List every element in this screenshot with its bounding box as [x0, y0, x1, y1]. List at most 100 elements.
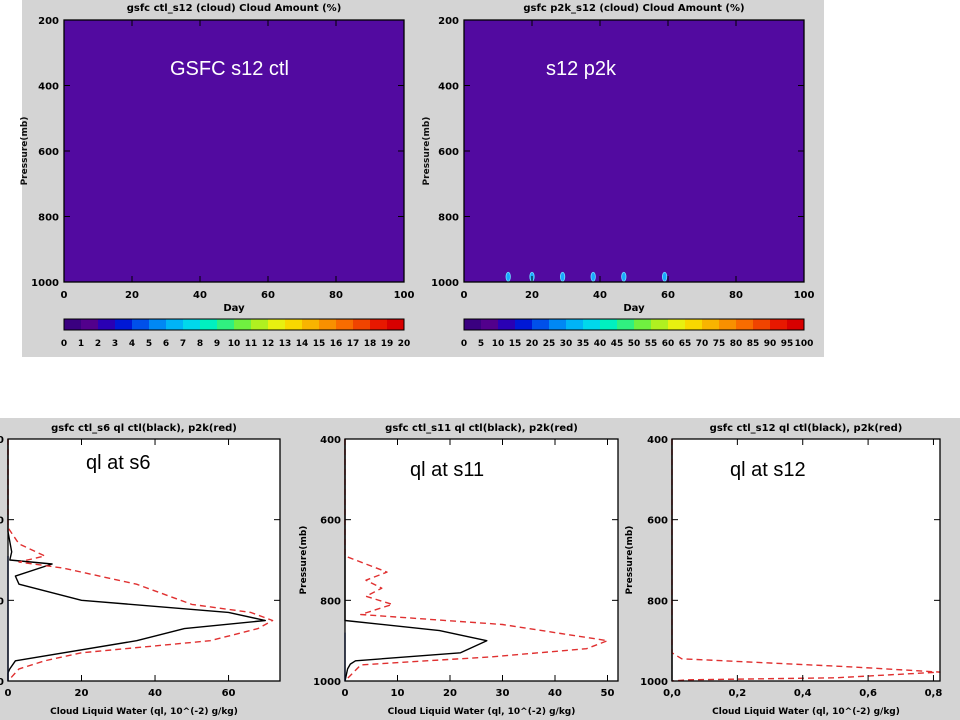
x-axis-label: Day: [223, 303, 245, 314]
x-tick-label: 0: [342, 688, 349, 699]
y-tick-label: 600: [320, 516, 341, 527]
y-tick-label: 800: [647, 596, 668, 607]
colorbar-label: 35: [577, 339, 590, 349]
colorbar-label: 65: [679, 339, 692, 349]
x-tick-label: 30: [496, 688, 510, 699]
colorbar-label: 75: [713, 339, 726, 349]
x-axis-label: Cloud Liquid Water (ql, 10^(-2) g/kg): [50, 707, 238, 717]
series-line-ctl: [7, 439, 266, 681]
colorbar-label: 10: [228, 339, 241, 349]
colorbar-swatch: [787, 319, 805, 330]
x-tick-label: 0,2: [729, 688, 747, 699]
colorbar-swatch: [166, 319, 184, 330]
overlay-label-top-left: GSFC s12 ctl: [170, 58, 289, 80]
heatmap-cell: [621, 271, 627, 282]
colorbar-swatch: [183, 319, 201, 330]
colorbar-swatch: [702, 319, 720, 330]
x-tick-label: 10: [391, 688, 405, 699]
colorbar-swatch: [600, 319, 618, 330]
colorbar-swatch: [217, 319, 235, 330]
colorbar-label: 0: [61, 339, 67, 349]
colorbar-swatch: [234, 319, 252, 330]
x-tick-label: 40: [193, 290, 207, 301]
colorbar-swatch: [268, 319, 286, 330]
colorbar-swatch: [98, 319, 116, 330]
y-axis-label: Pressure(mb): [422, 117, 432, 186]
plot-frame: [671, 438, 941, 682]
colorbar-label: 18: [364, 339, 377, 349]
y-axis-label: Pressure(mb): [20, 117, 30, 186]
y-tick-label: 600: [438, 147, 459, 158]
y-axis-label: Pressure(mb): [625, 526, 635, 595]
colorbar-label: 70: [696, 339, 709, 349]
colorbar-swatch: [617, 319, 635, 330]
colorbar-swatch: [149, 319, 167, 330]
colorbar-label: 14: [296, 339, 309, 349]
colorbar-frame: [463, 318, 805, 331]
x-tick-label: 0,4: [794, 688, 812, 699]
x-axis-label: Cloud Liquid Water (ql, 10^(-2) g/kg): [388, 707, 576, 717]
chart-title: gsfc ctl_s12 ql ctl(black), p2k(red): [710, 423, 903, 434]
plot-frame: [7, 438, 281, 682]
colorbar-label: 4: [129, 339, 135, 349]
y-tick-label: 1000: [640, 677, 668, 688]
colorbar-label: 0: [461, 339, 467, 349]
x-tick-label: 40: [548, 688, 562, 699]
colorbar-label: 15: [313, 339, 326, 349]
heatmap-cell: [505, 271, 511, 282]
colorbar-swatch: [353, 319, 371, 330]
colorbar-swatch: [81, 319, 99, 330]
y-tick-label: 1000: [31, 278, 59, 289]
colorbar-swatch: [302, 319, 320, 330]
y-tick-label: 400: [438, 82, 459, 93]
x-tick-label: 0: [61, 290, 68, 301]
colorbar-swatch: [115, 319, 133, 330]
heatmap-field: [464, 20, 804, 282]
colorbar-swatch: [549, 319, 567, 330]
colorbar-label: 19: [381, 339, 394, 349]
x-axis-label: Cloud Liquid Water (ql, 10^(-2) g/kg): [712, 707, 900, 717]
colorbar-label: 2: [95, 339, 101, 349]
colorbar-swatch: [532, 319, 550, 330]
chart-title: gsfc ctl_s11 ql ctl(black), p2k(red): [385, 423, 578, 434]
colorbar-label: 90: [764, 339, 777, 349]
colorbar-swatch: [753, 319, 771, 330]
x-tick-label: 60: [222, 688, 236, 699]
colorbar-swatch: [200, 319, 218, 330]
x-tick-label: 50: [601, 688, 615, 699]
overlay-label-bottom-left: ql at s6: [86, 452, 151, 474]
colorbar-swatch: [319, 319, 337, 330]
plot-area: [8, 439, 280, 681]
colorbar-swatch: [634, 319, 652, 330]
x-tick-label: 0,0: [663, 688, 681, 699]
x-tick-label: 0: [461, 290, 468, 301]
series-line-p2k: [671, 439, 941, 682]
y-tick-label: 1000: [0, 677, 4, 688]
x-tick-label: 100: [394, 290, 415, 301]
y-tick-label: 600: [38, 147, 59, 158]
colorbar-label: 17: [347, 339, 360, 349]
colorbar-swatch: [566, 319, 584, 330]
colorbar-label: 40: [594, 339, 607, 349]
heatmap-cell: [661, 271, 668, 282]
overlay-label-bottom-middle: ql at s11: [410, 459, 485, 481]
heatmap-field: [64, 20, 404, 282]
colorbar-swatch: [583, 319, 601, 330]
y-tick-label: 1000: [313, 677, 341, 688]
colorbar-label: 11: [245, 339, 258, 349]
x-tick-label: 40: [148, 688, 162, 699]
colorbar-label: 55: [645, 339, 658, 349]
colorbar-label: 20: [398, 339, 411, 349]
colorbar-swatch: [336, 319, 354, 330]
x-axis-label: Day: [623, 303, 645, 314]
y-tick-label: 800: [438, 213, 459, 224]
y-tick-label: 400: [647, 435, 668, 446]
colorbar-label: 12: [262, 339, 275, 349]
colorbar-label: 13: [279, 339, 292, 349]
y-tick-label: 200: [38, 16, 59, 27]
heatmap-cell: [559, 271, 566, 282]
y-tick-label: 400: [320, 435, 341, 446]
x-tick-label: 60: [261, 290, 275, 301]
y-tick-label: 800: [0, 596, 4, 607]
colorbar-swatch: [251, 319, 269, 330]
